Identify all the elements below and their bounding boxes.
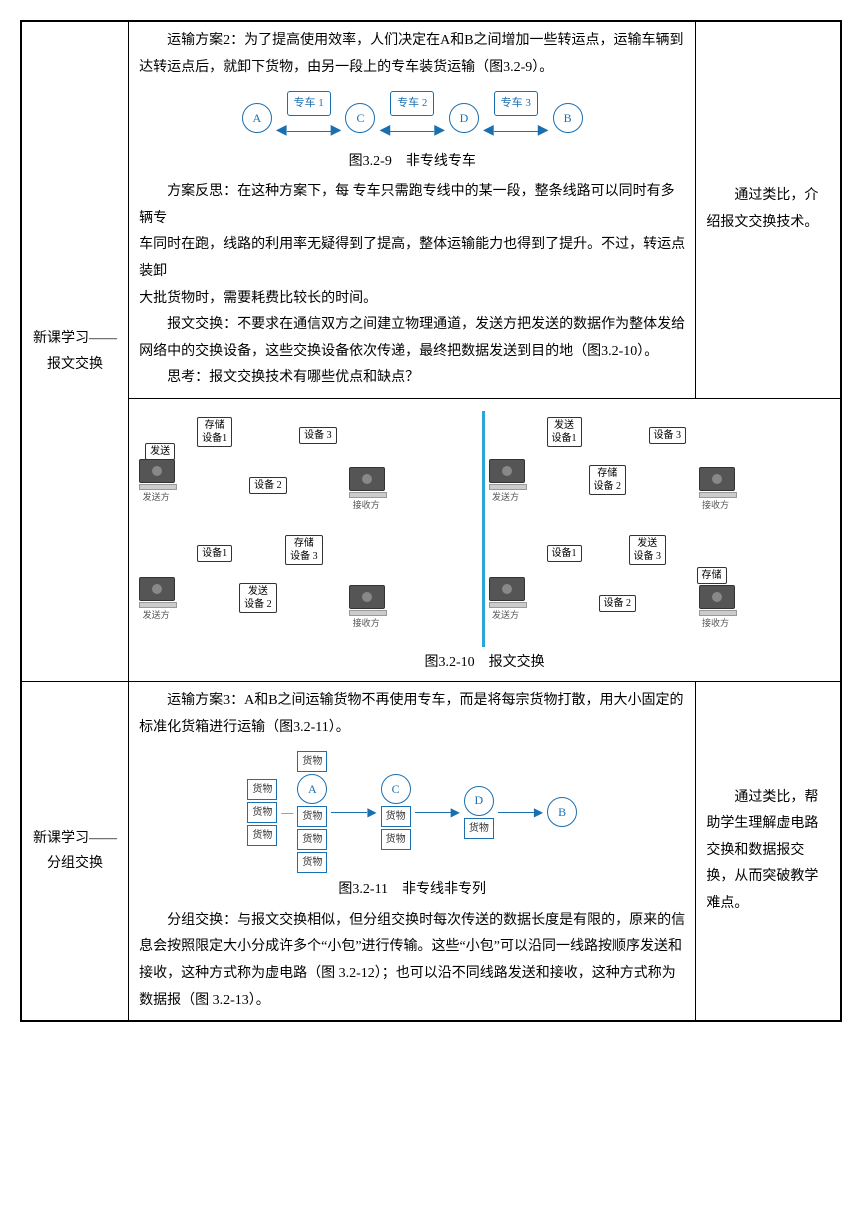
cargo-a4: 货物 [297,852,327,873]
para-reflection-1: 方案反思：在这种方案下，每 专车只需跑专线中的某一段，整条线路可以同时有多辆专 [139,179,685,232]
section-content-1: 运输方案2：为了提高使用效率，人们决定在A和B之间增加一些转运点，运输车辆到达转… [129,22,696,399]
fig-3-2-9-caption: 图3.2-9 非专线专车 [139,149,685,176]
cargo-1: 货物 [247,779,277,800]
pnode-B: B [547,797,577,827]
seg-car2: 专车 2 ◀▶ [379,91,445,144]
cargo-stack-left: 货物 货物 货物 [247,779,277,846]
cargo-2: 货物 [247,802,277,823]
panel-3: 设备1 存储 设备 3 发送方 发送 设备 2 接 [135,529,484,647]
cargo-a2: 货物 [297,806,327,827]
section-note-2: 通过类比，帮助学生理解虚电路交换和数据报交换，从而突破教学难点。 [696,682,841,1021]
cargo-a1: 货物 [297,751,327,772]
arrow-2: ◀▶ [379,118,445,145]
p1-sender: 发送方 [139,459,173,503]
p4-dev1: 设备1 [547,545,582,562]
cargo-c2: 货物 [381,829,411,850]
p1-send: 发送 [145,443,175,460]
p2-sender: 发送方 [489,459,523,503]
p4-store: 存储 [697,567,727,584]
para-plan2: 运输方案2：为了提高使用效率，人们决定在A和B之间增加一些转运点，运输车辆到达转… [139,28,685,81]
section-label-2-text: 新课学习——分组交换 [33,831,117,871]
arrow-cd: ▶ [415,801,460,824]
node-B: B [553,103,583,133]
cargo-c1: 货物 [381,806,411,827]
panel-1: 存储 设备1 设备 3 发送 发送方 设备 2 接收方 [135,411,484,529]
pnode-C: C [381,774,411,804]
car3-label: 专车 3 [494,91,538,116]
cargo-3: 货物 [247,825,277,846]
section-note-1: 通过类比，介绍报文交换技术。 [696,22,841,399]
para-packet-switch: 分组交换：与报文交换相似，但分组交换时每次传送的数据长度是有限的，原来的信息会按… [139,908,685,1014]
fig-3-2-10-caption: 图3.2-10 报文交换 [135,651,834,671]
section-note-2-text: 通过类比，帮助学生理解虚电路交换和数据报交换，从而突破教学难点。 [706,790,818,911]
car2-label: 专车 2 [390,91,434,116]
p3-sender: 发送方 [139,577,173,621]
p4-send: 发送 设备 3 [629,535,667,565]
p2-store: 存储 设备 2 [589,465,627,495]
p2-dev3: 设备 3 [649,427,687,444]
fig-3-2-9: A 专车 1 ◀▶ C 专车 2 ◀▶ D 专车 3 ◀▶ B [139,91,685,144]
section-content-2: 运输方案3：A和B之间运输货物不再使用专车，而是将每宗货物打散，用大小固定的标准… [129,682,696,1021]
p4-sender: 发送方 [489,577,523,621]
p2-send: 发送 设备1 [547,417,582,447]
col-D: D 货物 [464,786,494,839]
p1-receiver: 接收方 [349,467,383,511]
p1-store: 存储 设备1 [197,417,232,447]
pnode-A: A [297,774,327,804]
p2-receiver: 接收方 [699,467,733,511]
p3-dev1: 设备1 [197,545,232,562]
seg-car1: 专车 1 ◀▶ [276,91,342,144]
pnode-D: D [464,786,494,816]
lesson-table: 新课学习——报文交换 运输方案2：为了提高使用效率，人们决定在A和B之间增加一些… [21,21,841,1021]
para-msg-switch: 报文交换：不要求在通信双方之间建立物理通道，发送方把发送的数据作为整体发给网络中… [139,312,685,365]
p3-store: 存储 设备 3 [285,535,323,565]
cargo-d1: 货物 [464,818,494,839]
section-label-2: 新课学习——分组交换 [22,682,129,1021]
p1-dev2: 设备 2 [249,477,287,494]
arrow-3: ◀▶ [483,118,549,145]
para-think: 思考：报文交换技术有哪些优点和缺点？ [139,365,685,392]
para-reflection-3: 大批货物时，需要耗费比较长的时间。 [139,286,685,313]
row-packet-switching: 新课学习——分组交换 运输方案3：A和B之间运输货物不再使用专车，而是将每宗货物… [22,682,841,1021]
section-label-1: 新课学习——报文交换 [22,22,129,682]
section-note-1-text: 通过类比，介绍报文交换技术。 [706,188,818,230]
fig-3-2-10-cell: 存储 设备1 设备 3 发送 发送方 设备 2 接收方 [129,399,841,682]
node-D: D [449,103,479,133]
arrow-1: ◀▶ [276,118,342,145]
p3-send: 发送 设备 2 [239,583,277,613]
node-A: A [242,103,272,133]
fig-3-2-11-caption: 图3.2-11 非专线非专列 [139,877,685,904]
row-message-switching: 新课学习——报文交换 运输方案2：为了提高使用效率，人们决定在A和B之间增加一些… [22,22,841,399]
para-plan3: 运输方案3：A和B之间运输货物不再使用专车，而是将每宗货物打散，用大小固定的标准… [139,688,685,741]
fig-3-2-11: 货物 货物 货物 — 货物 A 货物 货物 货物 ▶ C 货物 货物 ▶ D 货… [139,751,685,873]
panel-4: 设备1 发送 设备 3 发送方 设备 2 存储 接收方 [485,529,834,647]
node-C: C [345,103,375,133]
page: 新课学习——报文交换 运输方案2：为了提高使用效率，人们决定在A和B之间增加一些… [20,20,842,1022]
p4-receiver: 接收方 [699,585,733,629]
col-A: 货物 A 货物 货物 货物 [297,751,327,873]
section-label-1-text: 新课学习——报文交换 [33,331,117,371]
para-reflection-2: 车同时在跑，线路的利用率无疑得到了提高，整体运输能力也得到了提升。不过，转运点装… [139,232,685,285]
p1-dev3: 设备 3 [299,427,337,444]
arrow-db: ▶ [498,801,543,824]
seg-car3: 专车 3 ◀▶ [483,91,549,144]
p4-dev2: 设备 2 [599,595,637,612]
row-fig-3-2-10: 存储 设备1 设备 3 发送 发送方 设备 2 接收方 [22,399,841,682]
car1-label: 专车 1 [287,91,331,116]
arrow-ac: ▶ [331,801,376,824]
p3-receiver: 接收方 [349,585,383,629]
cargo-a3: 货物 [297,829,327,850]
panel-2: 发送 设备1 设备 3 发送方 存储 设备 2 接收方 [485,411,834,529]
col-C: C 货物 货物 [381,774,411,850]
fig-3-2-10: 存储 设备1 设备 3 发送 发送方 设备 2 接收方 [135,411,834,647]
